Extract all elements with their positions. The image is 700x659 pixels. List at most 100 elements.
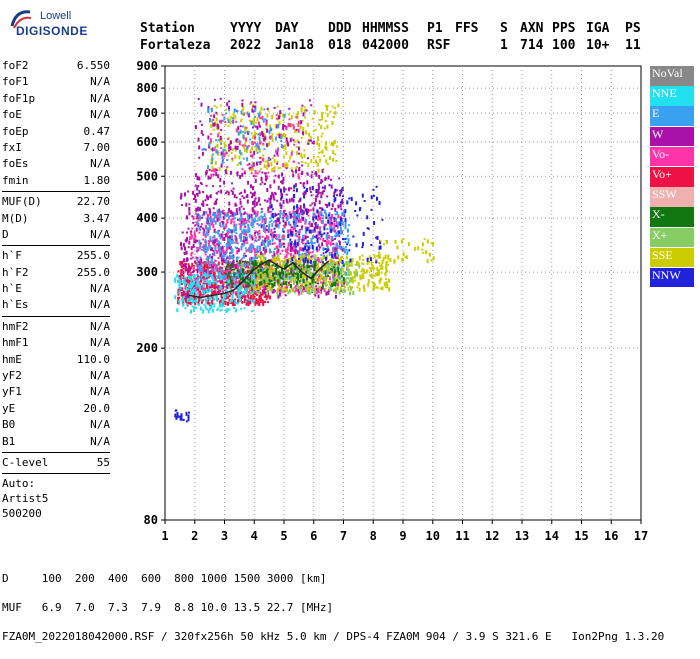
echo-point xyxy=(331,271,334,276)
echo-point xyxy=(250,286,253,291)
echo-point xyxy=(301,283,304,285)
echo-point xyxy=(331,261,333,266)
echo-point xyxy=(174,295,177,300)
echo-point xyxy=(346,234,349,237)
echo-point xyxy=(212,218,215,223)
echo-point xyxy=(253,124,256,127)
echo-point xyxy=(245,219,248,224)
echo-point xyxy=(340,275,343,278)
echo-point xyxy=(206,203,209,206)
echo-point xyxy=(188,207,191,211)
echo-point xyxy=(267,270,270,273)
echo-point xyxy=(428,253,431,256)
echo-point xyxy=(262,246,265,251)
echo-point xyxy=(296,285,299,290)
echo-point xyxy=(305,132,308,135)
echo-point xyxy=(219,253,222,257)
echo-point xyxy=(266,239,269,242)
echo-point xyxy=(213,114,216,119)
echo-point xyxy=(309,287,312,290)
echo-point xyxy=(245,148,248,153)
echo-point xyxy=(249,300,252,305)
echo-point xyxy=(260,281,263,286)
echo-point xyxy=(256,288,259,291)
echo-point xyxy=(189,266,192,269)
echo-point xyxy=(239,298,242,302)
echo-point xyxy=(347,274,350,276)
echo-point xyxy=(256,142,259,145)
echo-point xyxy=(300,283,303,286)
echo-point xyxy=(203,267,206,272)
echo-point xyxy=(264,160,267,163)
echo-point xyxy=(331,214,334,218)
echo-point xyxy=(263,133,266,138)
echo-point xyxy=(307,165,310,168)
echo-point xyxy=(250,276,253,281)
echo-point xyxy=(301,161,304,163)
echo-point xyxy=(345,281,348,284)
echo-point xyxy=(326,234,328,238)
echo-point xyxy=(281,228,284,233)
echo-point xyxy=(359,276,362,281)
echo-point xyxy=(208,286,211,289)
echo-point xyxy=(340,271,343,276)
echo-point xyxy=(322,247,325,252)
echo-point xyxy=(233,268,236,271)
echo-point xyxy=(212,236,214,239)
echo-point xyxy=(319,191,322,194)
echo-point xyxy=(279,279,281,282)
echo-point xyxy=(252,247,255,250)
echo-point xyxy=(308,245,311,248)
trace-line xyxy=(188,259,330,299)
echo-point xyxy=(209,303,212,306)
echo-point xyxy=(190,279,193,282)
echo-point xyxy=(224,123,227,126)
echo-point xyxy=(213,104,216,107)
echo-point xyxy=(301,228,303,231)
echo-point xyxy=(292,198,295,203)
echo-point xyxy=(230,210,233,215)
echo-point xyxy=(254,232,257,234)
header-cell: 11 xyxy=(625,38,641,53)
echo-point xyxy=(315,260,318,265)
echo-point xyxy=(304,209,307,212)
echo-point xyxy=(216,217,219,222)
param-label: h`Es xyxy=(2,298,29,312)
echo-point xyxy=(249,286,252,291)
echo-point xyxy=(294,216,297,221)
param-label: fmin xyxy=(2,173,29,187)
echo-point xyxy=(190,281,193,286)
echo-point xyxy=(277,288,279,292)
echo-point xyxy=(302,247,305,252)
echo-point xyxy=(256,277,259,280)
echo-point xyxy=(307,254,310,259)
echo-point xyxy=(328,275,331,278)
echo-point xyxy=(379,245,382,250)
echo-point xyxy=(209,194,212,199)
echo-point xyxy=(297,276,300,281)
echo-point xyxy=(284,222,287,227)
echo-point xyxy=(259,183,262,186)
echo-point xyxy=(227,154,230,157)
echo-point xyxy=(249,275,252,278)
echo-point xyxy=(198,261,201,266)
echo-point xyxy=(318,272,321,275)
echo-point xyxy=(325,216,328,219)
echo-point xyxy=(224,169,227,174)
echo-point xyxy=(274,219,277,222)
echo-point xyxy=(255,121,258,124)
echo-point xyxy=(190,257,193,260)
echo-point xyxy=(279,276,282,279)
param-label: MUF(D) xyxy=(2,195,42,209)
echo-point xyxy=(304,130,307,135)
echo-point xyxy=(250,172,253,175)
echo-point xyxy=(259,269,262,272)
echo-point xyxy=(273,159,276,164)
echo-point xyxy=(334,276,337,280)
echo-point xyxy=(236,211,239,216)
echo-point xyxy=(322,282,325,285)
echo-point xyxy=(264,237,267,242)
echo-point xyxy=(282,260,285,263)
echo-point xyxy=(206,264,209,269)
echo-point xyxy=(208,288,211,293)
